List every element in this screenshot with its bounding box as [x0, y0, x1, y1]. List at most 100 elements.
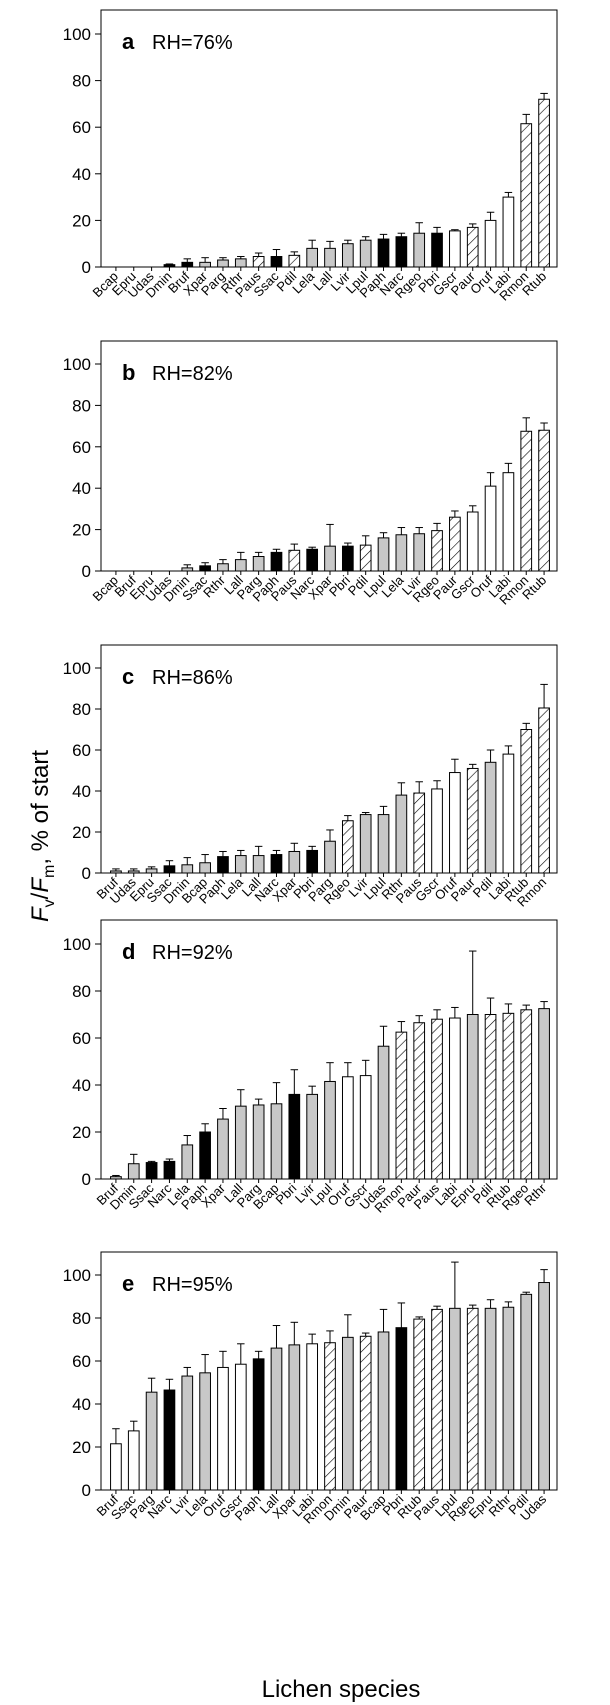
bar	[449, 230, 461, 268]
bar	[431, 1018, 443, 1180]
y-tick-label: 100	[63, 355, 91, 374]
bar	[359, 814, 372, 874]
bar	[449, 1017, 461, 1180]
bar	[270, 256, 283, 268]
bar	[538, 429, 550, 572]
bar	[377, 1331, 390, 1491]
y-tick-label: 60	[72, 118, 91, 137]
bar	[199, 261, 211, 268]
bar	[502, 753, 515, 874]
bar	[270, 1347, 283, 1491]
bar	[538, 1282, 550, 1491]
y-tick-label: 20	[72, 823, 91, 842]
panel-letter: e	[122, 1271, 134, 1296]
bar	[484, 485, 497, 572]
bar	[181, 1144, 194, 1180]
x-axis-label: Lichen species	[262, 1676, 421, 1703]
panel-title: RH=86%	[152, 667, 233, 689]
y-tick-label: 0	[82, 864, 91, 883]
bar	[449, 1307, 461, 1491]
bar	[538, 1008, 550, 1180]
bar	[359, 239, 372, 268]
bar	[288, 850, 301, 874]
bar	[466, 226, 479, 268]
bar	[324, 840, 336, 874]
y-tick-label: 0	[82, 258, 91, 277]
bar	[234, 855, 247, 874]
bar	[163, 1160, 176, 1180]
bar	[538, 98, 550, 268]
y-tick-label: 0	[82, 562, 91, 581]
bar	[217, 259, 229, 268]
y-tick-label: 80	[72, 1309, 91, 1328]
bar	[127, 870, 140, 874]
bar	[449, 516, 461, 572]
bar	[324, 1342, 336, 1491]
bar	[306, 849, 319, 874]
y-tick-label: 60	[72, 1352, 91, 1371]
bar	[520, 430, 533, 572]
bar	[538, 707, 550, 874]
bar	[484, 219, 497, 268]
bar	[324, 247, 336, 268]
bar	[466, 1307, 479, 1491]
bar	[199, 1131, 211, 1180]
bar	[395, 534, 408, 572]
bar	[520, 729, 533, 874]
y-tick-label: 20	[72, 521, 91, 540]
y-tick-label: 40	[72, 479, 91, 498]
y-tick-label: 80	[72, 396, 91, 415]
bar	[181, 567, 194, 572]
bar	[395, 1327, 408, 1491]
y-tick-label: 100	[63, 1266, 91, 1285]
bar	[466, 1014, 479, 1180]
y-tick-label: 60	[72, 741, 91, 760]
bar	[502, 196, 515, 268]
bar	[395, 236, 408, 268]
bar	[466, 511, 479, 572]
bar	[199, 565, 211, 572]
y-tick-label: 40	[72, 165, 91, 184]
bar	[217, 1366, 229, 1491]
y-tick-label: 40	[72, 1395, 91, 1414]
bar	[359, 1335, 372, 1491]
bar	[377, 537, 390, 572]
bar	[413, 1318, 426, 1491]
bar	[145, 1391, 158, 1491]
bar	[502, 1306, 515, 1491]
y-tick-label: 80	[72, 700, 91, 719]
bar	[520, 1009, 533, 1180]
bar	[288, 1093, 301, 1180]
bar	[484, 1014, 497, 1180]
bar	[181, 1375, 194, 1491]
y-tick-label: 0	[82, 1170, 91, 1189]
panel-letter: c	[122, 664, 134, 689]
bar	[270, 551, 283, 572]
y-tick-label: 40	[72, 1076, 91, 1095]
bar	[234, 559, 247, 572]
bar	[217, 856, 229, 874]
y-tick-label: 60	[72, 1029, 91, 1048]
bar	[110, 870, 122, 874]
bar	[163, 865, 176, 874]
bar	[145, 1162, 158, 1180]
bar	[252, 1358, 265, 1491]
bar	[341, 1076, 354, 1180]
bar	[234, 1363, 247, 1491]
bar	[377, 814, 390, 874]
bar	[163, 1389, 176, 1491]
y-tick-label: 100	[63, 935, 91, 954]
bar	[324, 545, 336, 572]
bar	[181, 261, 194, 268]
bar	[199, 862, 211, 874]
panel-title: RH=95%	[152, 1274, 233, 1296]
bar	[395, 1031, 408, 1180]
bar	[413, 533, 426, 572]
bar	[341, 1336, 354, 1491]
panel-letter: a	[122, 29, 135, 54]
bar	[341, 243, 354, 268]
bar	[431, 232, 443, 268]
